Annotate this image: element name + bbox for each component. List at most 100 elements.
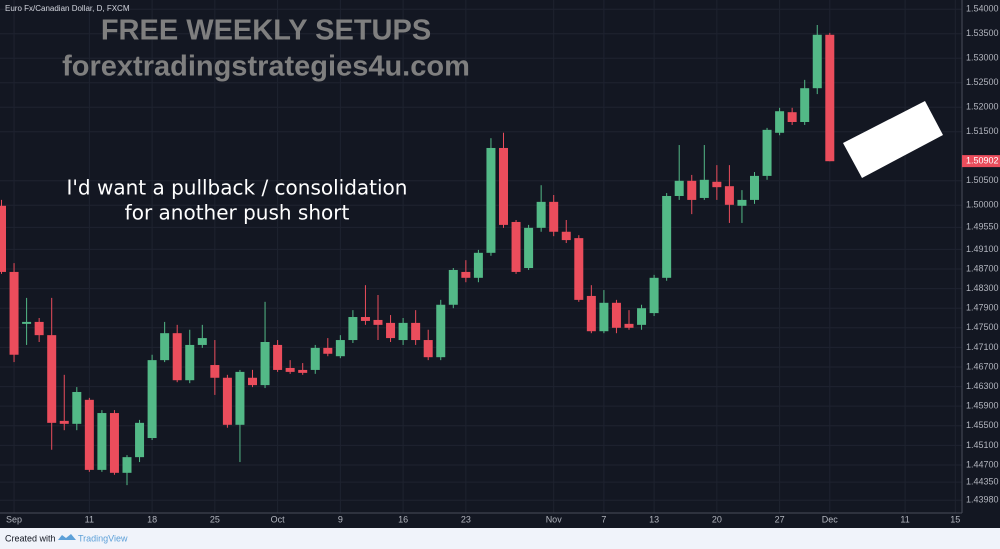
- candle-body: [662, 195, 672, 278]
- candle-body: [536, 201, 546, 228]
- x-tick-label: 7: [601, 514, 606, 524]
- x-tick-label: 25: [210, 514, 220, 524]
- candle-body: [699, 179, 709, 198]
- footer-bar: [0, 528, 1000, 549]
- y-tick-label: 1.49550: [966, 222, 999, 232]
- candle-body: [448, 269, 458, 305]
- candle-body: [348, 317, 358, 341]
- candle-body: [473, 252, 483, 278]
- annotation-line: for another push short: [125, 201, 350, 225]
- candle-body: [9, 271, 19, 355]
- candle-body: [561, 231, 571, 241]
- y-tick-label: 1.46700: [966, 361, 999, 371]
- x-tick-label: 27: [775, 514, 785, 524]
- tradingview-logo: [58, 534, 76, 540]
- candle-body: [737, 199, 747, 206]
- candle-body: [373, 319, 383, 325]
- y-tick-label: 1.44350: [966, 477, 999, 487]
- y-tick-label: 1.50500: [966, 175, 999, 185]
- candle-body: [674, 180, 684, 196]
- candle-body: [0, 205, 6, 272]
- x-tick-label: 11: [900, 514, 909, 524]
- candle-body: [499, 147, 508, 225]
- x-tick-label: 15: [950, 514, 960, 524]
- candle-body: [285, 367, 295, 372]
- chart-title: Euro Fx/Canadian Dollar, D, FXCM: [5, 4, 130, 13]
- candle-body: [511, 221, 521, 272]
- candle-body: [84, 399, 94, 470]
- x-tick-label: 23: [461, 514, 471, 524]
- y-tick-label: 1.45500: [966, 420, 999, 430]
- drawn-rectangle: [843, 101, 943, 178]
- candle-body: [235, 371, 245, 425]
- candle-body: [248, 377, 257, 386]
- candle-body: [486, 147, 496, 253]
- y-tick-label: 1.48300: [966, 283, 999, 293]
- candle-body: [687, 180, 697, 200]
- x-tick-label: Dec: [822, 514, 839, 524]
- candle-body: [273, 344, 283, 370]
- candle-body: [323, 347, 333, 354]
- y-tick-label: 1.44700: [966, 459, 999, 469]
- candle-body: [637, 308, 647, 325]
- candle-body: [210, 365, 220, 378]
- candle-body: [72, 391, 82, 424]
- candle-body: [461, 271, 471, 278]
- candle-body: [360, 317, 370, 321]
- candle-body: [147, 360, 157, 439]
- candle-body: [574, 238, 584, 300]
- y-tick-label: 1.47900: [966, 303, 999, 313]
- footer-brand[interactable]: TradingView: [78, 533, 128, 543]
- candle-body: [586, 295, 596, 332]
- y-tick-label: 1.53000: [966, 53, 999, 63]
- y-tick-label: 1.52500: [966, 77, 999, 87]
- candle-body: [122, 457, 132, 473]
- y-tick-label: 1.45900: [966, 401, 999, 411]
- y-tick-label: 1.43980: [966, 495, 999, 505]
- y-tick-label: 1.51500: [966, 126, 999, 136]
- y-tick-label: 1.48700: [966, 263, 999, 273]
- candle-body: [222, 377, 232, 425]
- candle-body: [335, 340, 345, 357]
- x-tick-label: 20: [712, 514, 722, 524]
- candle-body: [549, 201, 559, 232]
- watermark-title: FREE WEEKLY SETUPS: [101, 15, 431, 47]
- x-tick-label: 16: [398, 514, 408, 524]
- candle-body: [423, 340, 433, 358]
- x-tick-label: 18: [147, 514, 157, 524]
- x-tick-label: Sep: [6, 514, 22, 524]
- y-tick-label: 1.46300: [966, 381, 999, 391]
- candle-body: [47, 335, 57, 423]
- y-tick-label: 1.47500: [966, 322, 999, 332]
- y-tick-label: 1.49100: [966, 244, 999, 254]
- annotation-line: I'd want a pullback / consolidation: [67, 176, 408, 200]
- y-tick-label: 1.50000: [966, 200, 999, 210]
- candle-body: [649, 277, 659, 314]
- x-tick-label: 9: [338, 514, 343, 524]
- y-tick-label: 1.53500: [966, 28, 999, 38]
- candle-body: [762, 129, 772, 176]
- last-price-label: 1.50902: [966, 155, 999, 165]
- candle-body: [611, 302, 621, 328]
- candle-body: [97, 413, 107, 470]
- candle-body: [624, 323, 634, 328]
- candle-body: [411, 322, 421, 341]
- candle-body: [22, 321, 32, 324]
- candles: [0, 24, 835, 486]
- candle-body: [310, 347, 320, 370]
- candle-body: [812, 34, 822, 89]
- candle-body: [775, 111, 785, 133]
- candle-body: [825, 34, 835, 162]
- candle-body: [724, 186, 734, 205]
- candle-body: [260, 342, 270, 386]
- last-price-tag: [962, 155, 1000, 168]
- candle-body: [160, 333, 170, 361]
- candle-body: [109, 413, 119, 473]
- axes: 1.54000 1.53500 1.53000 1.52500 1.52000 1.515…: [6, 4, 1000, 524]
- candle-body: [135, 422, 145, 458]
- candle-body: [524, 227, 534, 269]
- candle-body: [34, 321, 44, 336]
- candle-body: [599, 302, 609, 332]
- candle-body: [787, 112, 797, 123]
